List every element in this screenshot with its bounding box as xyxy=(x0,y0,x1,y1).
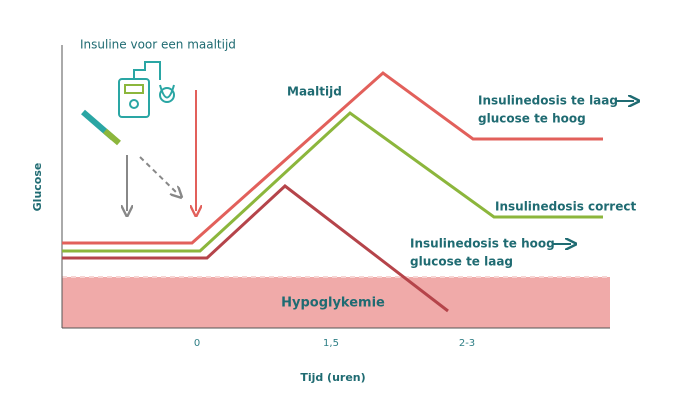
curve-label: Insulinedosis te hoog xyxy=(410,237,555,251)
curve-label: glucose te hoog xyxy=(478,112,586,126)
zone-label: Hypoglykemie xyxy=(281,296,385,311)
y-axis-label: Glucose xyxy=(31,163,44,212)
pump-icon xyxy=(118,61,175,118)
curve-high xyxy=(62,71,603,245)
curve-label: glucose te laag xyxy=(410,255,513,269)
curve-low xyxy=(62,184,449,313)
annotation: Insuline voor een maaltijd xyxy=(80,38,236,52)
hypo-zone xyxy=(62,277,610,328)
meal-label: Maaltijd xyxy=(287,85,342,99)
x-axis-label: Tijd (uren) xyxy=(300,371,365,384)
x-label: 2-3 xyxy=(459,338,475,349)
arrow xyxy=(139,156,178,194)
curve-correct xyxy=(62,111,603,253)
x-label: 1,5 xyxy=(323,338,339,349)
curve-label: Insulinedosis te laag xyxy=(478,94,618,108)
x-label: 0 xyxy=(194,338,200,349)
pen-icon xyxy=(81,109,121,146)
curve-label: Insulinedosis correct xyxy=(495,200,636,214)
